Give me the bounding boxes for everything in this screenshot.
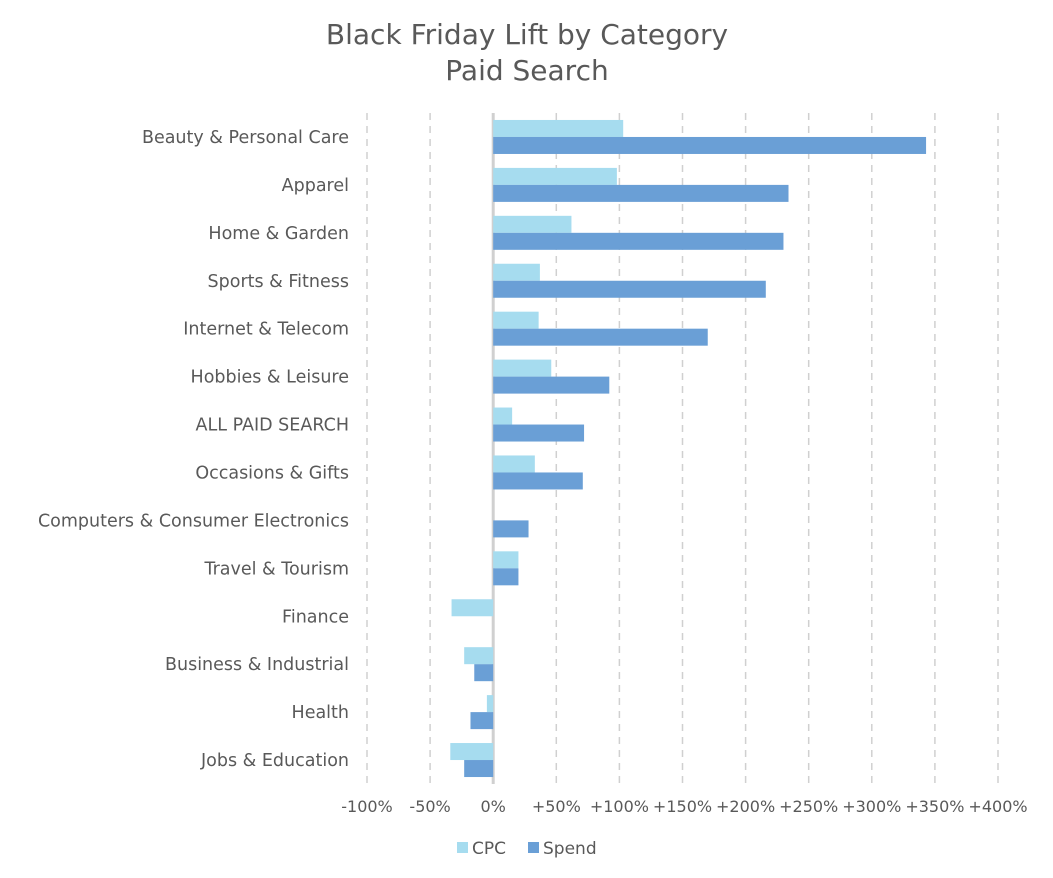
category-label: Sports & Fitness — [208, 272, 349, 292]
x-tick-label: +150% — [653, 797, 712, 816]
bar-spend-occasions-and-gifts — [493, 472, 583, 490]
bar-spend-business-and-industrial — [474, 664, 494, 682]
x-tick-label: +250% — [779, 797, 838, 816]
x-tick-label: +200% — [716, 797, 775, 816]
gridlines — [366, 113, 999, 784]
bar-cpc-travel-and-tourism — [493, 551, 519, 569]
category-label: Travel & Tourism — [203, 559, 349, 579]
bar-cpc-internet-and-telecom — [493, 311, 539, 329]
category-label: Hobbies & Leisure — [191, 368, 349, 388]
legend-swatch-cpc — [457, 842, 468, 853]
bar-cpc-all-paid-search — [493, 407, 513, 425]
x-tick-label: -100% — [341, 797, 393, 816]
x-tick-label: +300% — [842, 797, 901, 816]
bar-spend-jobs-and-education — [464, 760, 494, 778]
bar-spend-computers-and-consumer-electronics — [493, 520, 529, 538]
legend: CPC Spend — [457, 839, 597, 859]
bar-spend-hobbies-and-leisure — [493, 376, 610, 394]
bar-spend-sports-and-fitness — [493, 280, 766, 298]
legend-swatch-spend — [528, 842, 539, 853]
bar-cpc-business-and-industrial — [464, 647, 494, 665]
category-label: Computers & Consumer Electronics — [38, 511, 349, 531]
x-tick-label: 0% — [481, 797, 506, 816]
bar-cpc-home-and-garden — [493, 215, 572, 233]
legend-label-spend: Spend — [543, 839, 597, 859]
category-label: Health — [292, 703, 349, 723]
category-label: ALL PAID SEARCH — [196, 416, 349, 436]
category-label: Apparel — [282, 176, 349, 196]
bar-cpc-jobs-and-education — [450, 743, 494, 761]
x-axis-tick-labels: -100% -50% 0% +50% +100% +150% +200% +250% +300%… — [341, 797, 1027, 816]
bar-cpc-occasions-and-gifts — [493, 455, 535, 473]
bar-spend-apparel — [493, 184, 789, 202]
x-tick-label: +350% — [905, 797, 964, 816]
bar-cpc-sports-and-fitness — [493, 263, 540, 281]
bar-spend-health — [470, 712, 494, 730]
chart-title: Black Friday Lift by Category — [326, 18, 728, 51]
bar-cpc-health — [486, 695, 494, 713]
x-tick-label: -50% — [409, 797, 450, 816]
bar-cpc-beauty-and-personal-care — [493, 119, 624, 137]
bar-spend-travel-and-tourism — [493, 568, 519, 586]
bar-spend-beauty-and-personal-care — [493, 136, 927, 154]
x-tick-label: +50% — [532, 797, 581, 816]
category-labels: Beauty & Personal Care Apparel Home & Gard… — [38, 128, 349, 771]
bar-cpc-finance — [451, 599, 494, 617]
category-label: Home & Garden — [208, 224, 349, 244]
category-label: Internet & Telecom — [183, 320, 349, 340]
legend-label-cpc: CPC — [472, 839, 506, 859]
bar-cpc-apparel — [493, 167, 617, 185]
x-tick-label: +400% — [968, 797, 1027, 816]
category-label: Finance — [282, 607, 349, 627]
bar-spend-home-and-garden — [493, 232, 784, 250]
category-label: Business & Industrial — [165, 655, 349, 675]
bars — [450, 119, 927, 778]
category-label: Beauty & Personal Care — [142, 128, 349, 148]
category-label: Jobs & Education — [200, 751, 349, 771]
bar-spend-internet-and-telecom — [493, 328, 708, 346]
chart-subtitle: Paid Search — [445, 54, 608, 87]
bar-spend-all-paid-search — [493, 424, 585, 442]
bar-cpc-hobbies-and-leisure — [493, 359, 552, 377]
category-label: Occasions & Gifts — [195, 463, 349, 483]
x-tick-label: +100% — [590, 797, 649, 816]
